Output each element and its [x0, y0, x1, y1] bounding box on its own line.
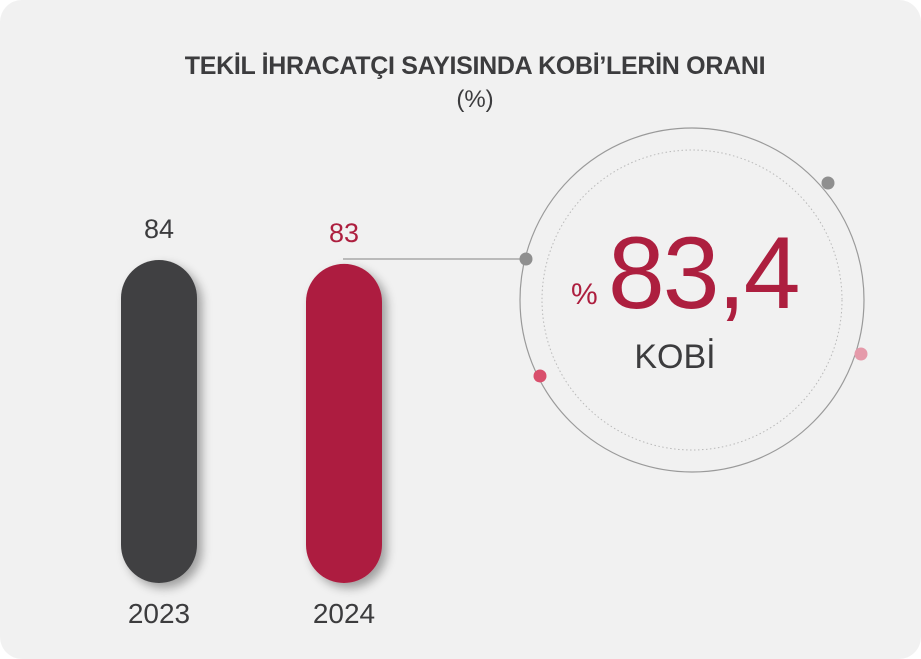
ring-dot-gray-top	[821, 176, 835, 190]
highlight-label: KOBİ	[634, 338, 716, 376]
ring-dot-pink-left	[533, 369, 547, 383]
highlight-prefix: %	[571, 278, 598, 311]
chart-title: TEKİL İHRACATÇI SAYISINDA KOBİ’LERİN ORA…	[184, 52, 766, 80]
inner-dotted-ring	[541, 149, 843, 451]
bar-2023	[121, 260, 197, 583]
ring-dot-pink-right	[854, 347, 868, 361]
bar-2024	[306, 263, 382, 583]
highlight-value: 83,4	[608, 216, 801, 330]
outer-ring	[519, 127, 865, 473]
category-label-2023: 2023	[128, 598, 190, 629]
ring-dot-gray-left	[519, 252, 533, 266]
value-label-2024: 83	[329, 218, 359, 248]
category-label-2024: 2024	[313, 598, 375, 629]
chart-subtitle: (%)	[456, 86, 494, 113]
value-label-2023: 84	[144, 214, 174, 244]
